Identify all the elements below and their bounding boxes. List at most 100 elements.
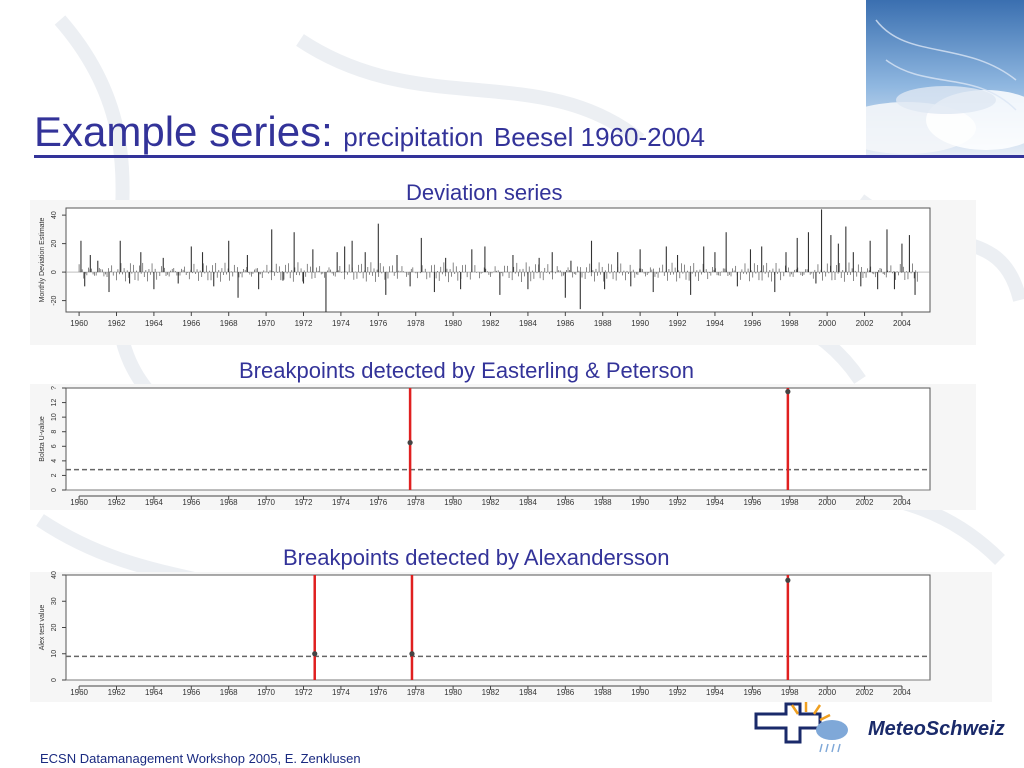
chart-1-xtick-label: 1994	[706, 498, 724, 507]
chart-1-xtick-label: 1982	[482, 498, 500, 507]
title-main: Example series:	[34, 108, 333, 155]
chart-2-breakpoint-point	[785, 577, 791, 583]
chart-1-xtick-label: 2002	[856, 498, 874, 507]
chart-1-ytick-label: 2	[51, 473, 58, 477]
chart-0-xtick-label: 1966	[182, 319, 200, 328]
chart-2-xtick-label: 1962	[108, 688, 126, 697]
chart-1-xtick-label: 1972	[295, 498, 313, 507]
chart-2-xtick-label: 1988	[594, 688, 612, 697]
chart-2-xtick-label: 1968	[220, 688, 238, 697]
chart-2-xtick-label: 1978	[407, 688, 425, 697]
chart-0-xtick-label: 1982	[482, 319, 500, 328]
chart-2-plot-area	[65, 574, 931, 681]
chart-1-ytick-label: 10	[51, 413, 58, 421]
chart-2-xtick-label: 1994	[706, 688, 724, 697]
logo-icon	[754, 702, 848, 753]
chart-2-ytick-label: 30	[51, 597, 58, 605]
chart-0-xtick-label: 1962	[108, 319, 126, 328]
chart-1-ytick-label: 8	[51, 430, 58, 434]
chart-1-xtick-label: 1974	[332, 498, 350, 507]
chart-1-ytick-label: ?	[51, 386, 58, 390]
chart-0-plot-area	[65, 207, 931, 313]
chart-0-xtick-label: 1980	[444, 319, 462, 328]
chart-2-ytick-label: 20	[51, 624, 58, 632]
chart-0-xtick-label: 1984	[519, 319, 537, 328]
chart-0-xtick-label: 1994	[706, 319, 724, 328]
chart-0-ytick-label: -20	[51, 295, 58, 305]
chart-1-xtick-label: 1998	[781, 498, 799, 507]
alexandersson-label: Breakpoints detected by Alexandersson	[283, 545, 670, 570]
chart-2-ytick-label: 0	[51, 678, 58, 682]
chart-0-ylabel: Monthly Deviation Estimate	[39, 217, 46, 302]
chart-1-ylabel: Bolsta U-value	[39, 416, 46, 462]
chart-2-xtick-label: 1970	[257, 688, 275, 697]
chart-0-xtick-label: 1978	[407, 319, 425, 328]
chart-2-xtick-label: 1996	[743, 688, 761, 697]
chart-1-xtick-label: 2000	[818, 498, 836, 507]
meteoschweiz-logo: MeteoSchweiz	[748, 700, 1018, 760]
chart-1-xtick-label: 1968	[220, 498, 238, 507]
chart-0-xtick-label: 1964	[145, 319, 163, 328]
chart-1-xtick-label: 1976	[369, 498, 387, 507]
chart-1-ytick-label: 4	[51, 459, 58, 463]
chart-0-ytick-label: 40	[51, 211, 58, 219]
chart-1-xtick-label: 1988	[594, 498, 612, 507]
chart-1-xtick-label: 1966	[182, 498, 200, 507]
chart-1-breakpoint-point	[407, 440, 413, 446]
title-subtitle: precipitation	[343, 122, 484, 152]
chart-2-xtick-label: 2002	[856, 688, 874, 697]
chart-2-xtick-label: 1992	[669, 688, 687, 697]
chart-0-xtick-label: 1990	[631, 319, 649, 328]
chart-2-xtick-label: 1966	[182, 688, 200, 697]
footer-text: ECSN Datamanagement Workshop 2005, E. Ze…	[40, 751, 361, 766]
chart-2-breakpoint-point	[312, 651, 318, 657]
chart-2-xtick-label: 1980	[444, 688, 462, 697]
chart-0-ytick-label: 0	[51, 270, 58, 274]
chart-0-xtick-label: 1974	[332, 319, 350, 328]
chart-1-ytick-label: 0	[51, 488, 58, 492]
chart-2-xtick-label: 1976	[369, 688, 387, 697]
chart-0-xtick-label: 1986	[556, 319, 574, 328]
chart-1-xtick-label: 1990	[631, 498, 649, 507]
chart-2-xtick-label: 2004	[893, 688, 911, 697]
chart-1-xtick-label: 1960	[70, 498, 88, 507]
chart-2-xtick-label: 1972	[295, 688, 313, 697]
chart-1-xtick-label: 1996	[743, 498, 761, 507]
chart-2-xtick-label: 1982	[482, 688, 500, 697]
chart-0-xtick-label: 1972	[295, 319, 313, 328]
chart-1-xtick-label: 1980	[444, 498, 462, 507]
chart-0-xtick-label: 2004	[893, 319, 911, 328]
title-station: Beesel 1960-2004	[493, 122, 705, 152]
chart-2-ytick-label: 40	[51, 571, 58, 579]
chart-0-xtick-label: 2000	[818, 319, 836, 328]
easterling-peterson-label: Breakpoints detected by Easterling & Pet…	[239, 358, 694, 383]
chart-0-xtick-label: 1998	[781, 319, 799, 328]
chart-2-ytick-label: 10	[51, 650, 58, 658]
chart-0-ytick-label: 20	[51, 240, 58, 248]
header-sky-image	[866, 0, 1024, 156]
chart-1-breakpoint-point	[785, 389, 791, 395]
chart-1-xtick-label: 1970	[257, 498, 275, 507]
chart-2-ylabel: Alex test value	[39, 605, 46, 651]
chart-2-xtick-label: 1974	[332, 688, 350, 697]
title-underline	[34, 155, 1024, 158]
chart-0-xtick-label: 1996	[743, 319, 761, 328]
chart-1-ytick-label: 6	[51, 444, 58, 448]
chart-0-xtick-label: 1976	[369, 319, 387, 328]
chart-1-plot-area	[65, 387, 931, 491]
chart-1-xtick-label: 1984	[519, 498, 537, 507]
slide-title: Example series: precipitation Beesel 196…	[34, 108, 705, 156]
chart-1-xtick-label: 1964	[145, 498, 163, 507]
chart-1-xtick-label: 1992	[669, 498, 687, 507]
chart-1-ytick-label: 12	[51, 399, 58, 407]
chart-2-breakpoint-point	[409, 651, 415, 657]
chart-2-xtick-label: 1984	[519, 688, 537, 697]
chart-2-xtick-label: 2000	[818, 688, 836, 697]
chart-2-xtick-label: 1990	[631, 688, 649, 697]
chart-2-xtick-label: 1964	[145, 688, 163, 697]
chart-0-xtick-label: 1988	[594, 319, 612, 328]
chart-2-xtick-label: 1960	[70, 688, 88, 697]
chart-1-xtick-label: 2004	[893, 498, 911, 507]
chart-2-xtick-label: 1986	[556, 688, 574, 697]
